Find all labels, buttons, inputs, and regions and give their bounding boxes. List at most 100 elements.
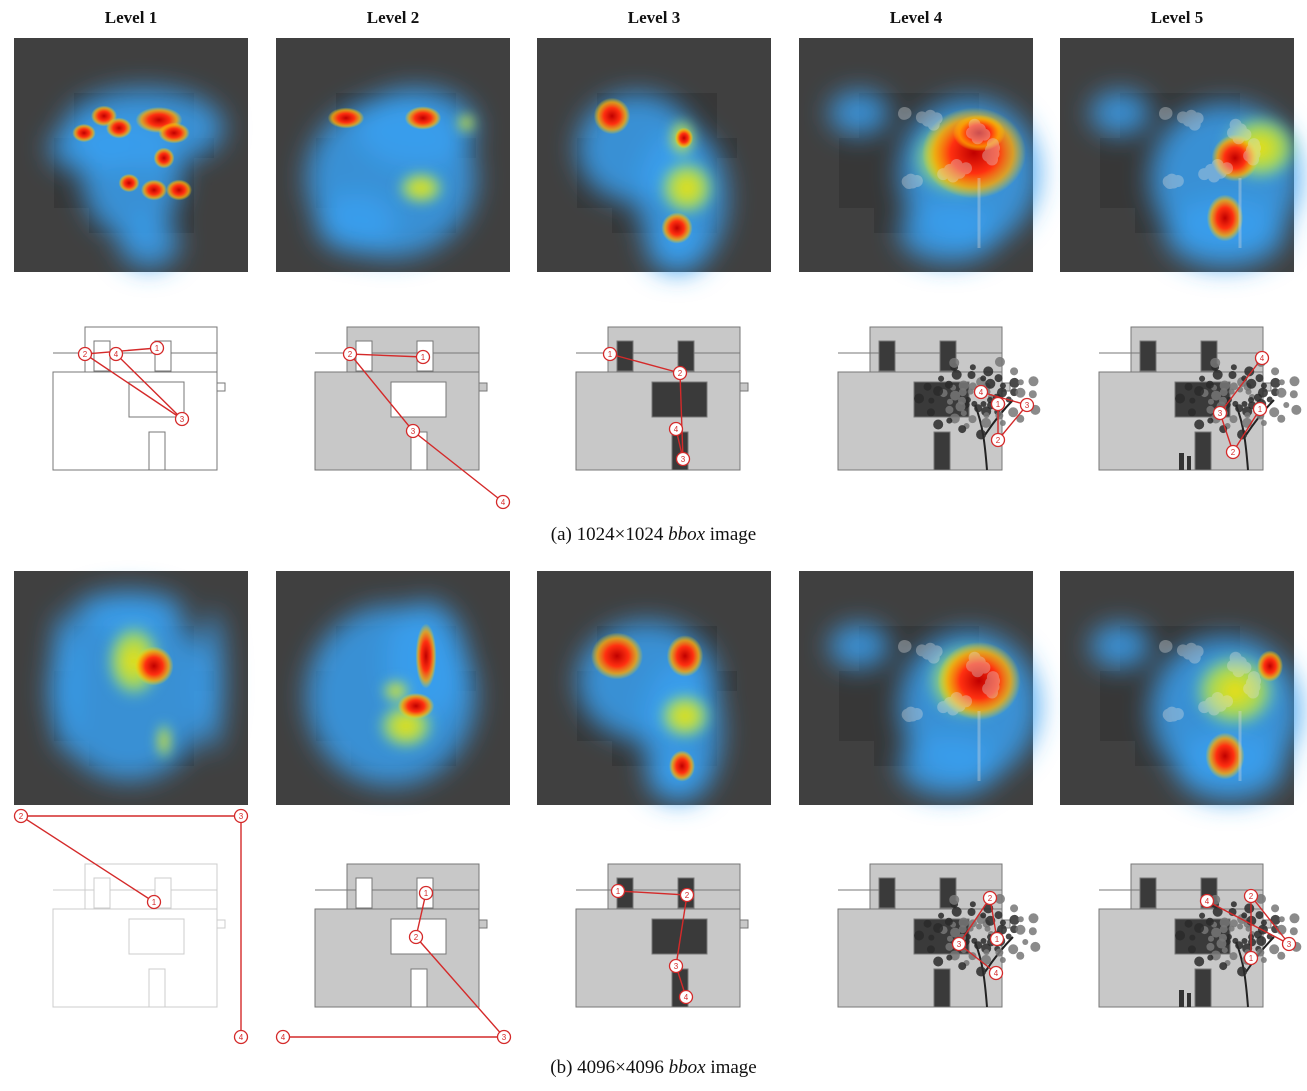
tree-leaf [971, 400, 978, 407]
fixation-circle [1243, 950, 1259, 966]
leaf [1164, 709, 1177, 722]
heat-peak [661, 212, 693, 244]
tree-leaf [964, 933, 971, 940]
tree-leaf [1276, 387, 1287, 398]
leaf [1176, 111, 1189, 124]
heat-blob [1090, 91, 1150, 135]
heatmap-warm-region [396, 113, 476, 206]
leaf [904, 706, 917, 719]
tree-leaf [1184, 919, 1193, 928]
leaf [898, 107, 911, 120]
tree-leaf [1207, 935, 1214, 942]
fixation-marker: 2 [679, 887, 695, 903]
heat-blob [396, 170, 446, 206]
tree-leaf [951, 906, 962, 917]
fixation-number: 3 [1218, 409, 1223, 418]
fixation-circle [973, 384, 989, 400]
tree-leaf [1269, 407, 1280, 418]
tree-leaf [983, 949, 990, 956]
leaf [901, 708, 914, 721]
tree-leaf [1255, 911, 1264, 920]
tree-leaf [994, 356, 1005, 367]
tree-leaf [1211, 390, 1222, 401]
fixation-marker: 4 [678, 989, 694, 1005]
scanpath-line [283, 892, 506, 1038]
leaf [1159, 640, 1172, 653]
tree-leaf [1206, 942, 1215, 951]
leaf [984, 677, 997, 690]
leaf [906, 709, 919, 722]
tree-leaf [1022, 938, 1029, 945]
tree-leaf [1017, 379, 1024, 386]
tree-leaf [951, 369, 962, 380]
leaf [950, 158, 963, 171]
heat-peak [937, 642, 1021, 720]
tree-leaf [1207, 398, 1214, 405]
tree-leaf [1289, 390, 1298, 399]
fixation-marker: 2 [1225, 444, 1241, 460]
fixation-circle [146, 894, 162, 910]
facade-a-5 [1098, 326, 1302, 471]
tree-leaf [1199, 375, 1206, 382]
heat-peak [674, 127, 694, 149]
heat-blob [899, 736, 999, 796]
tree-leaf [938, 912, 945, 919]
tree-leaf [1277, 414, 1286, 423]
leaf [1221, 695, 1234, 708]
heat-peak [141, 179, 167, 201]
leaf [1214, 699, 1227, 712]
scanpath-b-4: 1 2 3 4 [951, 890, 1005, 981]
fixation-number: 4 [281, 1033, 286, 1042]
heat-peak [1206, 194, 1244, 242]
tree-leaf [1009, 914, 1020, 925]
tree-leaf [1278, 916, 1285, 923]
leaf [968, 118, 981, 131]
tree-leaf [1016, 414, 1025, 423]
tree-leaf [976, 966, 987, 977]
tree-leaf [999, 382, 1006, 389]
leaf [1198, 701, 1211, 714]
fixation-number: 1 [608, 350, 613, 359]
fixation-number: 3 [180, 415, 185, 424]
door [933, 968, 951, 1008]
facade-a-1 [52, 326, 226, 471]
tree-leaf [950, 390, 961, 401]
leaf [1245, 677, 1258, 690]
leaf [901, 175, 914, 188]
tree-leaf [1229, 919, 1238, 928]
fixation-marker: 2 [342, 346, 358, 362]
fixation-circle [668, 421, 684, 437]
leaf [927, 118, 940, 131]
scanpath-a-3: 1 2 3 4 [602, 346, 691, 467]
fixation-number: 3 [1025, 401, 1030, 410]
tree-leaf [1219, 925, 1228, 934]
fixation-circle [1252, 401, 1268, 417]
tree-leaf [1283, 401, 1290, 408]
leaf [1227, 659, 1240, 672]
tree-leaf [1210, 950, 1221, 961]
leaf [1232, 132, 1245, 145]
heat-blob [829, 624, 889, 668]
tree-leaf [1278, 379, 1285, 386]
leaf [1221, 162, 1234, 175]
tree-leaf [928, 397, 935, 404]
tree-leaf [1219, 917, 1230, 928]
tree-leaf [933, 956, 944, 967]
leaf [1198, 168, 1211, 181]
fixation-number: 2 [996, 436, 1001, 445]
tree-leaf [1232, 400, 1239, 407]
fixation-marker: 1 [990, 396, 1006, 412]
tree-leaf [981, 417, 992, 428]
scanpath-b-5: 1 2 3 4 [1199, 888, 1297, 966]
fixation-number: 4 [1260, 354, 1265, 363]
leaf [921, 647, 934, 660]
fixation-marker: 3 [496, 1029, 512, 1045]
fixation-circle [233, 1029, 249, 1045]
tree-leaf [1255, 893, 1266, 904]
leaf [943, 696, 956, 709]
tree-leaf [1270, 377, 1281, 388]
fixation-circle [149, 340, 165, 356]
scanpath-line [348, 353, 504, 503]
fixation-circle [1019, 397, 1035, 413]
door [1194, 431, 1212, 471]
